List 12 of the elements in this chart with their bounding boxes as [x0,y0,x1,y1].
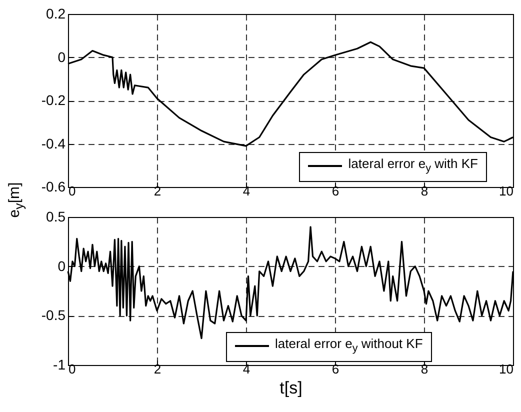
legend-label: lateral error e$_{y}$ with KF [348,156,478,175]
y-tick-label: -0.4 [41,135,66,152]
y-tick-label: -0.2 [41,92,66,108]
y-tick-label: 0 [58,258,66,274]
y-tick-label: -0.6 [41,178,66,194]
y-tick-label: -0.5 [41,307,66,324]
y-tick-label: 0.2 [46,6,66,22]
x-axis-title: t[s] [280,378,302,398]
y-tick-label: 0.5 [46,208,66,224]
y-tick-label: -1 [53,356,66,372]
legend-label: lateral error e$_{y}$ without KF [275,336,423,355]
y-tick-label: 0 [58,48,66,65]
